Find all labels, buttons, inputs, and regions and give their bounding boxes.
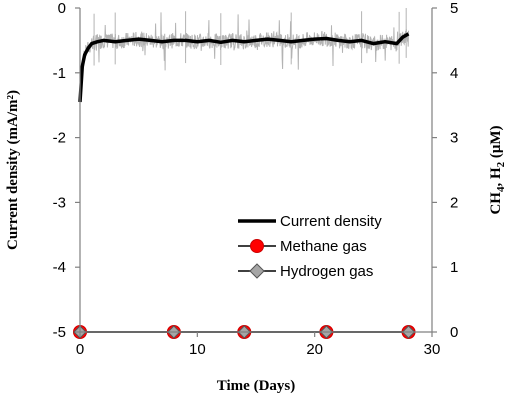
x-tick-label: 30 bbox=[424, 341, 441, 358]
y-right-tick-label: 3 bbox=[450, 130, 458, 147]
y-left-tick-label: -5 bbox=[53, 324, 66, 341]
series-lines bbox=[78, 32, 410, 333]
y-right-title-sub-4: 4 bbox=[495, 186, 507, 192]
legend: Current density Methane gas Hydrogen gas bbox=[238, 213, 382, 280]
legend-swatch-hydrogen-marker bbox=[249, 263, 265, 279]
legend-label-hydrogen: Hydrogen gas bbox=[280, 263, 373, 280]
y-left-tick-label: -3 bbox=[53, 194, 66, 211]
y-right-tick-label: 5 bbox=[450, 0, 458, 17]
legend-label-current: Current density bbox=[280, 213, 382, 230]
y-right-tick-label: 1 bbox=[450, 259, 458, 276]
current-density-raw-line bbox=[79, 12, 409, 102]
y-axis-right-title: CH4, H2 (μM) bbox=[488, 125, 507, 214]
legend-entry-current: Current density bbox=[238, 213, 382, 230]
y-left-tick-label: 0 bbox=[58, 0, 66, 17]
current-density-line bbox=[78, 32, 410, 103]
x-tick-label: 10 bbox=[189, 341, 206, 358]
x-tick-label: 20 bbox=[306, 341, 323, 358]
y-right-title-sub-2: 2 bbox=[495, 161, 507, 167]
x-axis-title: Time (Days) bbox=[217, 378, 295, 394]
current-density-raw-band bbox=[79, 8, 409, 102]
y-right-title-part: CH bbox=[488, 192, 504, 215]
y-right-title-part: (μM) bbox=[488, 125, 504, 161]
y-right-title-part: , H bbox=[488, 167, 504, 187]
legend-label-methane: Methane gas bbox=[280, 238, 367, 255]
y-axis-left-title: Current density (mA/m²) bbox=[5, 90, 21, 250]
y-right-tick-label: 0 bbox=[450, 324, 458, 341]
y-right-tick-label: 4 bbox=[450, 65, 458, 82]
tick-marks bbox=[75, 7, 437, 337]
y-left-tick-label: -4 bbox=[53, 259, 66, 276]
x-tick-label: 0 bbox=[76, 341, 84, 358]
axes bbox=[79, 8, 433, 333]
legend-swatch-methane-marker bbox=[250, 239, 264, 253]
y-right-tick-label: 2 bbox=[450, 194, 458, 211]
legend-entry-hydrogen: Hydrogen gas bbox=[238, 263, 373, 280]
y-left-tick-label: -2 bbox=[53, 130, 66, 147]
y-left-tick-label: -1 bbox=[53, 65, 66, 82]
legend-entry-methane: Methane gas bbox=[238, 238, 367, 255]
